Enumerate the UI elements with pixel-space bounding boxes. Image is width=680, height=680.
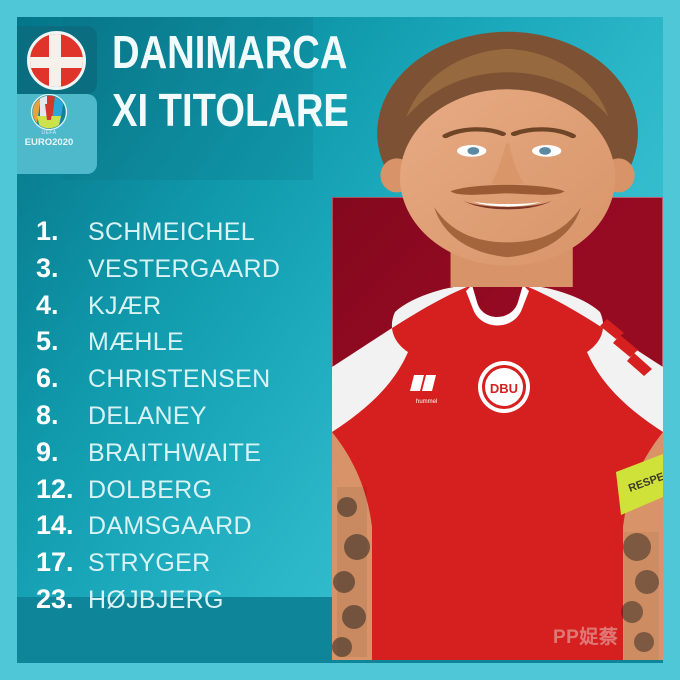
svg-text:hummel: hummel: [416, 399, 437, 405]
svg-text:DBU: DBU: [490, 381, 518, 396]
svg-text:EURO2020: EURO2020: [25, 137, 74, 148]
svg-text:UEFA: UEFA: [41, 130, 56, 136]
